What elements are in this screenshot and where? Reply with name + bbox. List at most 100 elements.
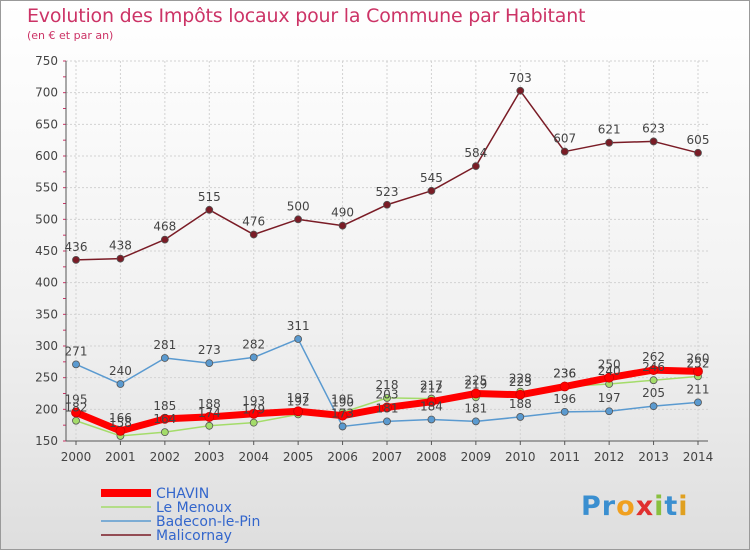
logo-letter: i bbox=[654, 491, 665, 522]
data-point bbox=[649, 137, 658, 146]
data-labels: 436 438 468 515 476 500 490 523 545 584 703 607 621 6… bbox=[65, 71, 710, 430]
x-tick-label: 2008 bbox=[416, 450, 447, 464]
data-point bbox=[383, 394, 391, 402]
data-label: 158 bbox=[109, 416, 132, 430]
data-point bbox=[515, 389, 526, 400]
x-tick-label: 2004 bbox=[238, 450, 269, 464]
data-label: 584 bbox=[464, 146, 487, 160]
data-label: 252 bbox=[687, 356, 710, 370]
data-label: 240 bbox=[598, 364, 621, 378]
data-point bbox=[205, 205, 214, 214]
data-label: 500 bbox=[287, 199, 310, 213]
data-point bbox=[248, 408, 259, 419]
data-label: 273 bbox=[198, 343, 221, 357]
logo-letter: r bbox=[601, 491, 617, 522]
chart-subtitle: (en € et par an) bbox=[27, 29, 114, 42]
logo-letter: o bbox=[616, 491, 636, 522]
series-layer bbox=[71, 86, 703, 440]
y-tick-label: 750 bbox=[35, 54, 58, 68]
data-point bbox=[249, 353, 258, 362]
proxiti-logo: Proxiti bbox=[581, 491, 689, 522]
data-label: 223 bbox=[509, 375, 532, 389]
x-tick-label: 2009 bbox=[461, 450, 492, 464]
data-label: 166 bbox=[109, 411, 132, 425]
data-label: 281 bbox=[153, 338, 176, 352]
y-tick-label: 450 bbox=[35, 244, 58, 258]
data-label: 515 bbox=[198, 190, 221, 204]
data-point bbox=[160, 235, 169, 244]
data-point bbox=[249, 418, 258, 427]
y-tick-label: 650 bbox=[35, 117, 58, 131]
data-label: 468 bbox=[153, 220, 176, 234]
data-label: 217 bbox=[420, 379, 443, 393]
data-label: 192 bbox=[287, 394, 310, 408]
y-tick-label: 500 bbox=[35, 212, 58, 226]
y-tick-label: 200 bbox=[35, 402, 58, 416]
y-tick-label: 350 bbox=[35, 307, 58, 321]
data-label: 185 bbox=[153, 399, 176, 413]
data-label: 181 bbox=[376, 401, 399, 415]
legend-label: CHAVIN bbox=[156, 486, 209, 502]
data-point bbox=[72, 416, 80, 425]
data-label: 197 bbox=[598, 391, 621, 405]
data-point bbox=[516, 86, 525, 95]
data-point bbox=[560, 147, 569, 156]
data-label: 190 bbox=[331, 396, 354, 410]
data-label: 228 bbox=[509, 372, 532, 386]
data-label: 523 bbox=[376, 185, 399, 199]
data-label: 196 bbox=[553, 392, 576, 406]
data-label: 195 bbox=[65, 393, 88, 407]
x-tick-label: 2010 bbox=[505, 450, 536, 464]
data-label: 236 bbox=[553, 367, 576, 381]
logo-letter: t bbox=[664, 491, 679, 522]
x-tick-label: 2005 bbox=[283, 450, 314, 464]
data-label: 476 bbox=[242, 215, 265, 229]
data-point bbox=[559, 381, 570, 392]
data-label: 623 bbox=[642, 121, 665, 135]
x-tick-label: 2012 bbox=[594, 450, 625, 464]
logo-letter: x bbox=[635, 491, 655, 522]
y-tick-label: 550 bbox=[35, 181, 58, 195]
data-point bbox=[605, 138, 614, 147]
data-label: 188 bbox=[509, 397, 532, 411]
x-tick-label: 2007 bbox=[372, 450, 403, 464]
logo-letter: i bbox=[678, 491, 689, 522]
data-point bbox=[427, 186, 436, 195]
data-point bbox=[337, 410, 348, 421]
data-point bbox=[649, 376, 658, 385]
logo-letter: P bbox=[581, 491, 602, 522]
y-tick-label: 700 bbox=[35, 86, 58, 100]
data-label: 212 bbox=[420, 382, 443, 396]
data-point bbox=[649, 402, 658, 411]
data-label: 218 bbox=[376, 378, 399, 392]
data-point bbox=[693, 366, 703, 377]
data-point bbox=[115, 425, 126, 436]
data-label: 438 bbox=[109, 239, 132, 253]
legend-label: Le Menoux bbox=[156, 500, 232, 516]
data-label: 262 bbox=[642, 350, 665, 364]
data-point bbox=[160, 354, 169, 362]
data-point bbox=[293, 406, 304, 417]
x-tick-label: 2013 bbox=[638, 450, 669, 464]
data-point bbox=[205, 359, 214, 368]
data-point bbox=[116, 254, 125, 263]
legend-label: Badecon-le-Pin bbox=[156, 514, 260, 530]
x-tick-label: 2000 bbox=[61, 450, 92, 464]
data-point bbox=[383, 200, 391, 209]
data-label: 174 bbox=[198, 406, 221, 420]
data-label: 193 bbox=[242, 394, 265, 408]
data-label: 282 bbox=[242, 337, 265, 351]
y-tick-label: 250 bbox=[35, 371, 58, 385]
data-point bbox=[604, 372, 615, 383]
data-label: 203 bbox=[376, 387, 399, 401]
x-tick-label: 2006 bbox=[327, 450, 358, 464]
data-point bbox=[159, 413, 170, 424]
x-tick-label: 2001 bbox=[105, 450, 136, 464]
legend-label: Malicornay bbox=[156, 528, 232, 544]
data-label: 173 bbox=[331, 406, 354, 420]
data-point bbox=[294, 215, 303, 224]
chart-title: Evolution des Impôts locaux pour la Comm… bbox=[27, 5, 586, 27]
